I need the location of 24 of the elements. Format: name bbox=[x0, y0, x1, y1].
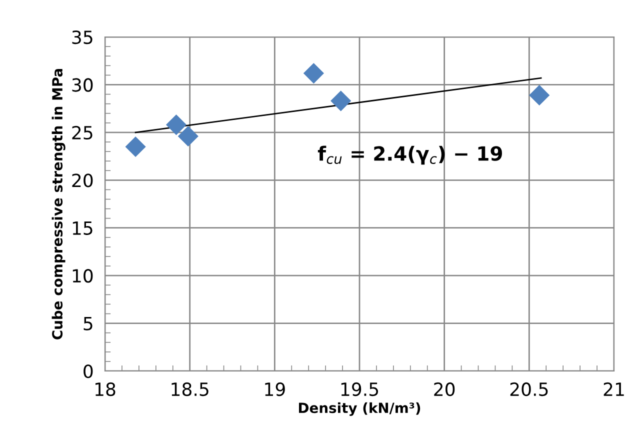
annotation: f$_{cu}$ = 2.4(γ$_{c}$) − 19 bbox=[318, 146, 502, 165]
point bbox=[166, 114, 187, 136]
point bbox=[303, 62, 324, 84]
x-tick-label: 18 bbox=[95, 382, 116, 396]
point bbox=[125, 136, 146, 158]
y-tick-label: 15 bbox=[72, 222, 92, 235]
x-tick-label: 19 bbox=[265, 382, 285, 396]
x-tick-label: 18.5 bbox=[172, 382, 208, 396]
y-tick-label: 0 bbox=[84, 364, 93, 378]
x-tick-label: 20.5 bbox=[510, 382, 548, 396]
y-axis-title: Cube compressive strength in MPa bbox=[52, 68, 66, 340]
y-tick-label: 35 bbox=[72, 30, 92, 44]
point bbox=[330, 90, 352, 112]
y-tick-label: 10 bbox=[72, 269, 93, 283]
x-axis-title: Density (kN/m³) bbox=[298, 402, 420, 416]
point bbox=[178, 126, 198, 147]
y-tick-label: 5 bbox=[84, 316, 92, 330]
y-tick-label: 30 bbox=[72, 78, 93, 92]
x-tick-label: 19.5 bbox=[341, 382, 378, 396]
point bbox=[529, 84, 550, 106]
y-tick-label: 25 bbox=[72, 126, 92, 140]
y-tick-label: 20 bbox=[72, 174, 93, 188]
x-tick-label: 20 bbox=[434, 382, 455, 396]
x-tick-label: 21 bbox=[604, 382, 624, 396]
